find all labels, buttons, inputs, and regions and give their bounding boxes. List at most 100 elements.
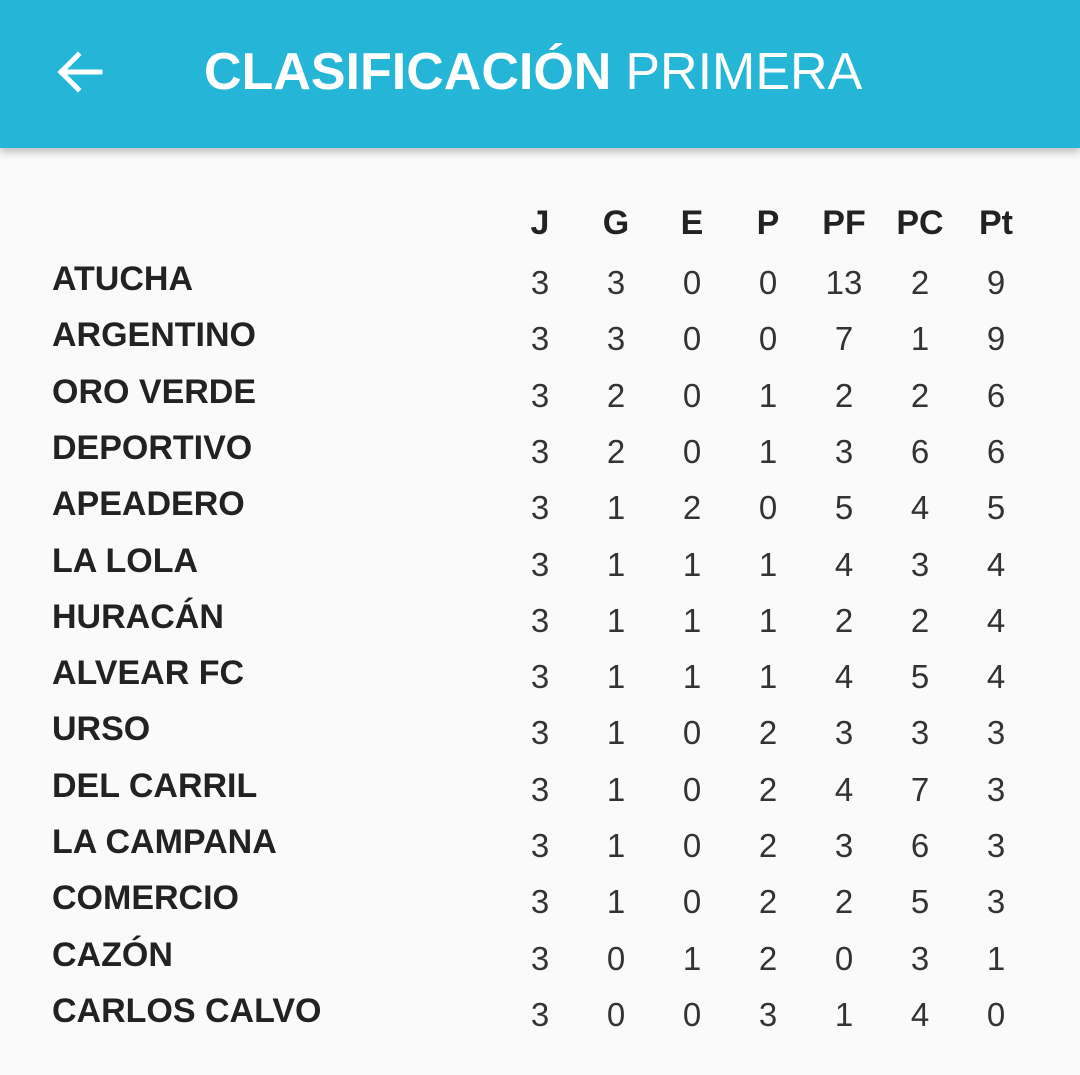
cell-pf: 4 (834, 658, 854, 696)
team-name: LA CAMPANA (52, 823, 277, 861)
team-name: COMERCIO (52, 879, 239, 918)
cell-j: 3 (530, 320, 550, 358)
cell-pt: 3 (986, 883, 1006, 921)
cell-g: 1 (606, 489, 626, 527)
cell-e: 1 (682, 939, 702, 977)
team-name: URSO (52, 710, 151, 749)
cell-j: 3 (530, 658, 550, 696)
table-row[interactable]: DEPORTIVO 3 2 0 1 3 6 6 (0, 420, 1080, 476)
cell-e: 0 (682, 264, 702, 301)
team-name: CARLOS CALVO (52, 991, 322, 1030)
cell-e: 0 (682, 714, 702, 752)
column-header-pt: Pt (979, 204, 1013, 242)
table-row[interactable]: LA CAMPANA 3 1 0 2 3 6 3 (0, 814, 1080, 870)
team-name: ORO VERDE (52, 372, 257, 411)
cell-g: 2 (606, 432, 626, 470)
cell-pc: 2 (910, 601, 930, 639)
table-row[interactable]: DEL CARRIL 3 1 0 2 4 7 3 (0, 758, 1080, 814)
cell-pf: 2 (834, 376, 854, 414)
table-row[interactable]: ALVEAR FC 3 1 1 1 4 5 4 (0, 645, 1080, 701)
cell-e: 1 (682, 545, 702, 583)
table-row[interactable]: CARLOS CALVO 3 0 0 3 1 4 0 (0, 983, 1080, 1039)
cell-pc: 5 (910, 658, 930, 696)
cell-pf: 3 (834, 714, 854, 752)
cell-pf: 0 (834, 939, 854, 977)
cell-j: 3 (530, 264, 550, 301)
team-name: ATUCHA (52, 260, 194, 298)
cell-e: 0 (682, 883, 702, 921)
cell-pc: 3 (910, 714, 930, 752)
cell-j: 3 (530, 827, 550, 864)
back-button[interactable] (52, 44, 108, 100)
table-row[interactable]: LA LOLA 3 1 1 1 4 3 4 (0, 533, 1080, 589)
cell-j: 3 (530, 714, 550, 752)
cell-pt: 3 (986, 827, 1006, 864)
cell-e: 0 (682, 995, 702, 1033)
cell-pf: 1 (834, 995, 854, 1033)
cell-pf: 3 (834, 432, 854, 470)
app-bar: CLASIFICACIÓN PRIMERA (0, 0, 1080, 148)
cell-p: 0 (758, 264, 778, 301)
cell-j: 3 (530, 432, 550, 470)
cell-e: 0 (682, 376, 702, 414)
table-header: J G E P PF PC Pt (0, 198, 1080, 248)
cell-j: 3 (530, 376, 550, 414)
cell-pc: 3 (910, 939, 930, 977)
cell-pf: 7 (834, 320, 854, 358)
table-row[interactable]: HURACÁN 3 1 1 1 2 2 4 (0, 589, 1080, 645)
title-bold: CLASIFICACIÓN (204, 43, 612, 101)
table-row[interactable]: URSO 3 1 0 2 3 3 3 (0, 701, 1080, 757)
cell-pc: 2 (910, 376, 930, 414)
cell-pt: 3 (986, 770, 1006, 808)
cell-j: 3 (530, 883, 550, 921)
table-row[interactable]: CAZÓN 3 0 1 2 0 3 1 (0, 927, 1080, 983)
cell-pf: 5 (834, 489, 854, 527)
cell-pf: 13 (825, 264, 863, 301)
cell-pf: 2 (834, 883, 854, 921)
cell-j: 3 (530, 995, 550, 1033)
table-row[interactable]: ORO VERDE 3 2 0 1 2 2 6 (0, 364, 1080, 420)
cell-pc: 2 (910, 264, 930, 301)
cell-pc: 4 (910, 489, 930, 527)
cell-pc: 4 (910, 995, 930, 1033)
cell-pt: 6 (986, 432, 1006, 470)
team-name: APEADERO (52, 485, 245, 524)
cell-pt: 4 (986, 601, 1006, 639)
cell-p: 2 (758, 770, 778, 808)
cell-g: 1 (606, 827, 626, 864)
team-name: ALVEAR FC (52, 654, 245, 693)
cell-pc: 5 (910, 883, 930, 921)
cell-pt: 6 (986, 376, 1006, 414)
title-regular: PRIMERA (625, 43, 863, 101)
cell-pc: 7 (910, 770, 930, 808)
table-row[interactable]: ARGENTINO 3 3 0 0 7 1 9 (0, 307, 1080, 363)
cell-pc: 3 (910, 545, 930, 583)
team-name: DEL CARRIL (52, 766, 258, 805)
cell-g: 1 (606, 601, 626, 639)
column-header-e: E (680, 204, 704, 242)
team-name: HURACÁN (52, 597, 224, 636)
cell-p: 2 (758, 714, 778, 752)
cell-e: 0 (682, 432, 702, 470)
cell-pt: 4 (986, 658, 1006, 696)
cell-g: 0 (606, 995, 626, 1033)
cell-e: 0 (682, 320, 702, 358)
cell-e: 0 (682, 770, 702, 808)
table-row[interactable]: ATUCHA 3 3 0 0 13 2 9 (0, 251, 1080, 307)
cell-pt: 9 (986, 264, 1006, 301)
cell-p: 3 (758, 995, 778, 1033)
cell-e: 2 (682, 489, 702, 527)
table-row[interactable]: COMERCIO 3 1 0 2 2 5 3 (0, 870, 1080, 926)
cell-pt: 0 (986, 995, 1006, 1033)
column-header-pc: PC (896, 204, 944, 242)
cell-p: 1 (758, 376, 778, 414)
cell-g: 2 (606, 376, 626, 414)
cell-pc: 1 (910, 320, 930, 358)
team-name: DEPORTIVO (52, 428, 253, 467)
table-row[interactable]: APEADERO 3 1 2 0 5 4 5 (0, 476, 1080, 532)
column-header-g: G (602, 204, 630, 242)
cell-p: 2 (758, 883, 778, 921)
cell-j: 3 (530, 489, 550, 527)
column-header-pf: PF (822, 204, 866, 242)
cell-g: 1 (606, 714, 626, 752)
